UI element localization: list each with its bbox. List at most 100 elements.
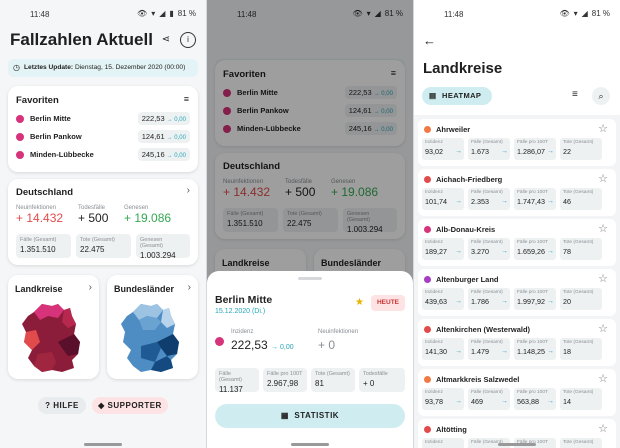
- stat-cell: Fälle pro 100T 1.148,25 →: [514, 338, 556, 360]
- info-icon[interactable]: i: [180, 32, 196, 48]
- chevron-right-icon: ›: [186, 185, 190, 196]
- incidence-dot: [215, 337, 224, 346]
- stat-cell: Tote (Gesamt) 46: [560, 188, 602, 210]
- list-item[interactable]: Berlin Pankow 124,61 → 0,00: [16, 129, 190, 144]
- star-icon[interactable]: ★: [355, 297, 364, 308]
- signal-icon: ◢: [374, 9, 381, 18]
- star-outline-icon[interactable]: ☆: [598, 173, 608, 185]
- trend-arrow-icon: →: [501, 398, 508, 405]
- search-icon[interactable]: ⌕: [592, 87, 610, 105]
- chevron-right-icon: ›: [88, 282, 92, 293]
- star-outline-icon[interactable]: ☆: [598, 273, 608, 285]
- favorites-title: Favoriten: [16, 95, 59, 106]
- incidence-dot: [16, 114, 24, 123]
- gesture-bar[interactable]: [291, 443, 329, 446]
- district-name: Altenburger Land: [436, 275, 499, 284]
- stat-cell: Fälle (Gesamt) 469 →: [468, 388, 510, 410]
- star-outline-icon[interactable]: ☆: [598, 373, 608, 385]
- list-item[interactable]: Alb-Donau-Kreis ☆ Inzidenz 189,27 → Fälle (Ge…: [418, 219, 616, 266]
- recovered-value: + 19.086: [124, 211, 172, 225]
- trend-arrow-icon: →: [501, 298, 508, 305]
- trend-arrow-icon: →: [501, 248, 508, 255]
- stat-cell: Inzidenz 439,63 →: [422, 288, 464, 310]
- help-icon: ?: [45, 401, 51, 410]
- trend-arrow-icon: →: [501, 148, 508, 155]
- back-arrow-icon[interactable]: ←: [423, 33, 436, 48]
- stat-cell: Tote (Gesamt) 20: [560, 288, 602, 310]
- detail-sheet-screen: 11:48 👁 ▾ ◢ 81 % ◷ Letztes Update: Diens…: [207, 0, 413, 448]
- stat-cell: Fälle (Gesamt) 1.479 →: [468, 338, 510, 360]
- list-item[interactable]: Minden-Lübbecke 245,16 → 0,00: [16, 147, 190, 162]
- eye-icon: 👁: [137, 9, 148, 18]
- district-name: Ahrweiler: [436, 125, 471, 134]
- dashboard-screen: 11:48 👁 ▾ ◢ ▮ 81 % Fallzahlen Aktuell ⋖ …: [0, 0, 206, 448]
- stat-cell: Inzidenz 101,74 →: [422, 188, 464, 210]
- page-title: Landkreise: [423, 60, 503, 77]
- trend-arrow-icon: →: [501, 198, 508, 205]
- help-button[interactable]: ? HILFE: [38, 397, 86, 414]
- stat-cell: Fälle (Gesamt) 1.673 →: [468, 138, 510, 160]
- list-item[interactable]: Aichach-Friedberg ☆ Inzidenz 101,74 → Fälle (…: [418, 169, 616, 216]
- eye-icon: 👁: [352, 9, 363, 18]
- incidence-dot: [424, 226, 431, 233]
- germany-card[interactable]: Deutschland › Neuinfektionen + 14.432 To…: [8, 179, 198, 265]
- bundeslaender-tile[interactable]: Bundesländer ›: [107, 275, 198, 379]
- share-icon[interactable]: ⋖: [161, 34, 171, 45]
- list-item[interactable]: Altmarkkreis Salzwedel ☆ Inzidenz 93,78 → Fäl…: [418, 369, 616, 416]
- page-title: Fallzahlen Aktuell: [10, 30, 153, 49]
- supporter-button[interactable]: ◆ SUPPORTER: [92, 397, 168, 414]
- new-infections-value: + 0: [318, 338, 336, 352]
- gesture-bar[interactable]: [498, 443, 536, 446]
- incidence-dot: [424, 276, 431, 283]
- incidence-dot: [16, 132, 24, 141]
- list-item[interactable]: Berlin Mitte 222,53 → 0,00: [16, 111, 190, 126]
- new-infections-value: + 14.432: [16, 211, 64, 225]
- eye-icon: 👁: [559, 9, 570, 18]
- sort-icon[interactable]: ≡: [572, 89, 578, 100]
- star-outline-icon[interactable]: ☆: [598, 223, 608, 235]
- star-outline-icon[interactable]: ☆: [598, 123, 608, 135]
- gesture-bar[interactable]: [84, 443, 122, 446]
- district-list[interactable]: Ahrweiler ☆ Inzidenz 93,02 → Fälle (Gesamt) 1.…: [414, 115, 620, 448]
- list-item[interactable]: Altenburger Land ☆ Inzidenz 439,63 → Fälle (G…: [418, 269, 616, 316]
- today-badge[interactable]: HEUTE: [371, 295, 405, 311]
- edit-list-icon[interactable]: ≡: [183, 94, 189, 104]
- stat-cell: Fälle pro 100T 1.747,43 →: [514, 188, 556, 210]
- favorites-card[interactable]: Favoriten ≡ Berlin Mitte 222,53 → 0,00 Be…: [8, 86, 198, 172]
- stat-cell: Tote (Gesamt) 18: [560, 338, 602, 360]
- wifi-icon: ▾: [366, 9, 371, 18]
- trend-arrow-icon: →: [455, 248, 462, 255]
- trend-arrow-icon: →: [455, 298, 462, 305]
- list-item[interactable]: Altenkirchen (Westerwald) ☆ Inzidenz 141,30…: [418, 319, 616, 366]
- signal-icon: ◢: [159, 9, 166, 18]
- trend-arrow-icon: →: [547, 198, 554, 205]
- stat-cell: Tote (Gesamt) 78: [560, 238, 602, 260]
- stat-cell: Tote (Gesamt) 22: [560, 138, 602, 160]
- trend-arrow-icon: →: [547, 298, 554, 305]
- stat-cell: Fälle pro 100T 1.286,07 →: [514, 138, 556, 160]
- list-item[interactable]: Ahrweiler ☆ Inzidenz 93,02 → Fälle (Gesamt) 1.…: [418, 119, 616, 166]
- landkreise-screen: 11:48 👁 ▾ ◢ 81 % ← Landkreise ▤ HEATMAP …: [414, 0, 620, 448]
- star-outline-icon[interactable]: ☆: [598, 423, 608, 435]
- status-bar: 11:48 👁 ▾ ◢ ▮ 81 %: [0, 0, 206, 28]
- chevron-right-icon: ›: [187, 282, 191, 293]
- trend-arrow-icon: →: [455, 198, 462, 205]
- trend-arrow-icon: →: [547, 348, 554, 355]
- battery-level: 81 %: [177, 9, 196, 18]
- heatmap-button[interactable]: ▤ HEATMAP: [422, 87, 492, 105]
- district-name: Alb-Donau-Kreis: [436, 225, 496, 234]
- star-outline-icon[interactable]: ☆: [598, 323, 608, 335]
- landkreise-tile[interactable]: Landkreise ›: [8, 275, 99, 379]
- sheet-handle[interactable]: [298, 277, 322, 280]
- clock-icon: ◷: [13, 63, 20, 72]
- trend-arrow-icon: →: [455, 398, 462, 405]
- stat-cell: Fälle pro 100T 1.659,26 →: [514, 238, 556, 260]
- district-name: Altötting: [436, 425, 467, 434]
- sheet-date: 15.12.2020 (Di.): [215, 308, 266, 315]
- statistics-button[interactable]: ▦ STATISTIK: [215, 404, 405, 428]
- stat-cell: Fälle pro 100T 563,88 →: [514, 388, 556, 410]
- stat-cell: Tote (Gesamt)81: [560, 438, 602, 448]
- update-banner: ◷ Letztes Update: Dienstag, 15. Dezember…: [8, 59, 198, 77]
- status-time: 11:48: [30, 10, 50, 19]
- trend-arrow-icon: →: [455, 348, 462, 355]
